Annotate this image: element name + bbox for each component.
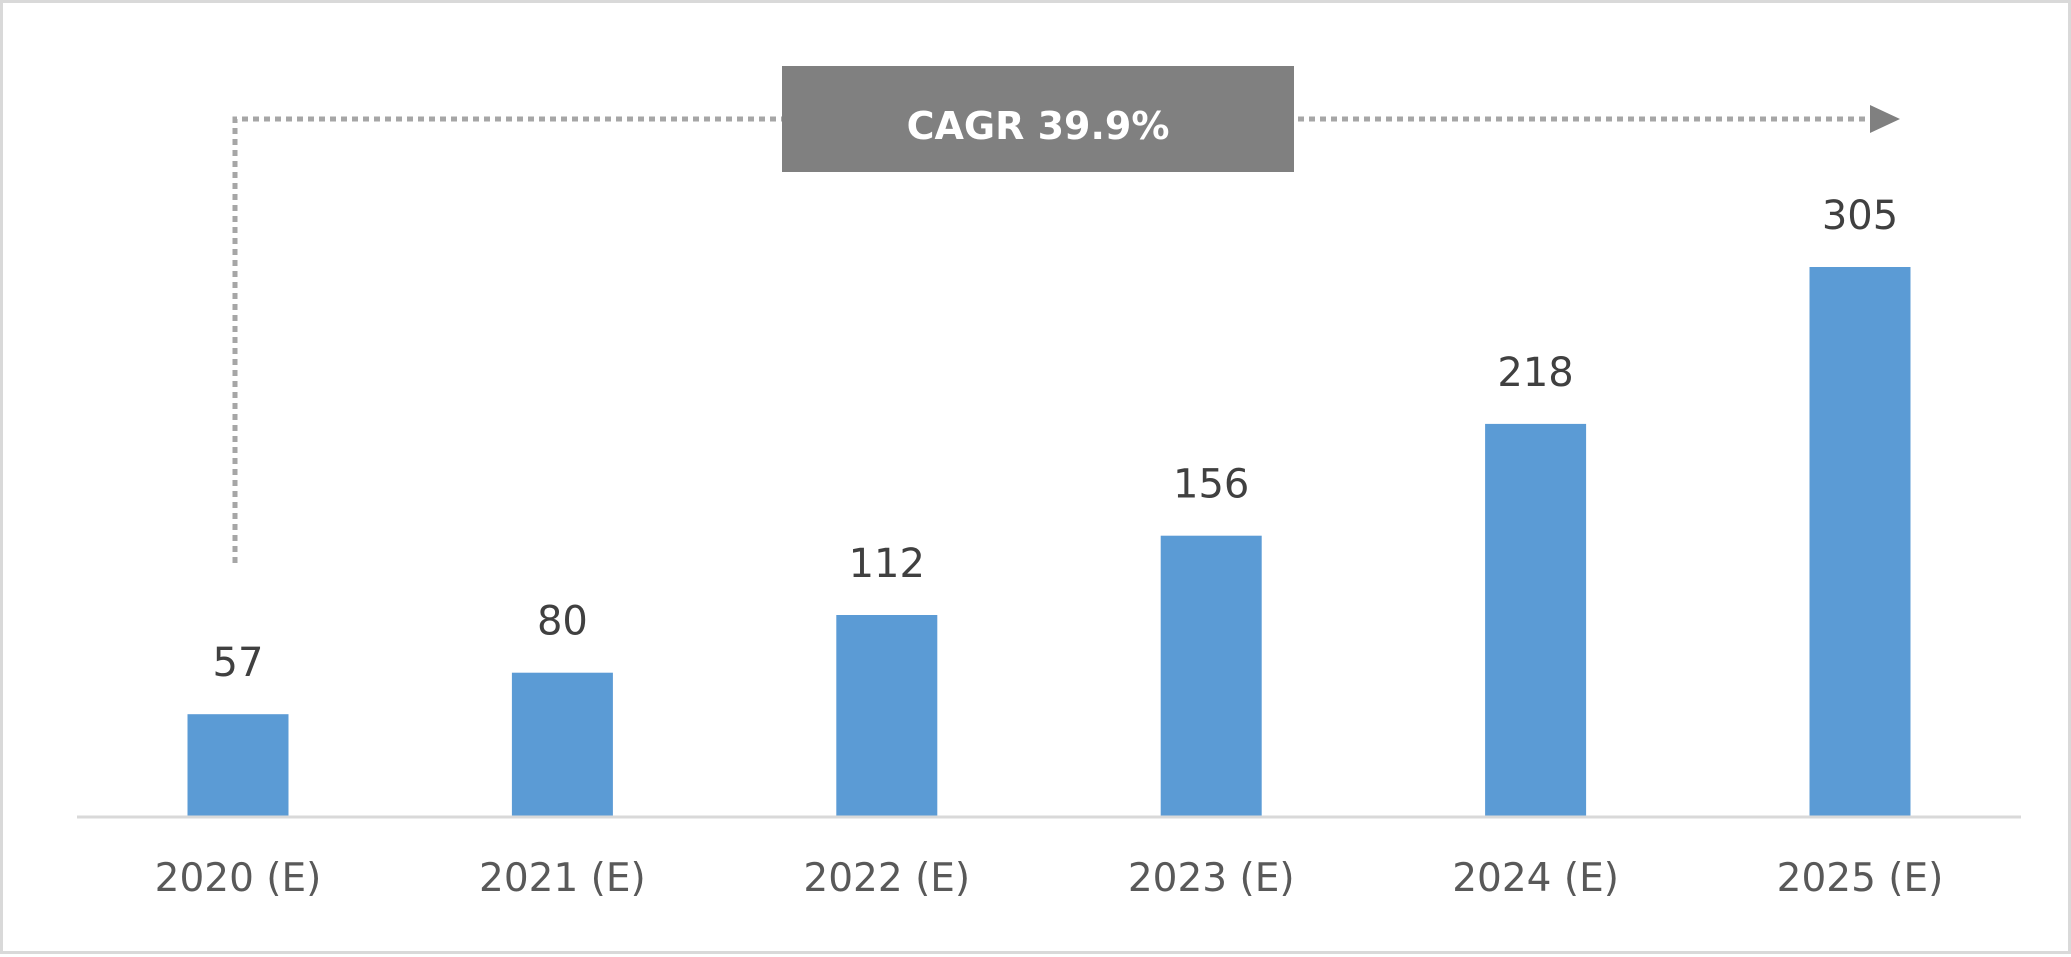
x-tick-label: 2024 (E) [1452,856,1619,901]
bars-group: 57 80 112 156 218 305 [187,193,1911,817]
data-label: 305 [1822,193,1898,239]
cagr-arrow-head [1870,105,1900,133]
cagr-box [782,66,1294,172]
cagr-annotation: CAGR 39.9% [232,66,1900,563]
bar [511,672,613,817]
data-label: 156 [1173,462,1249,508]
data-label: 57 [213,640,264,686]
data-label: 218 [1497,350,1573,396]
bar [1485,423,1587,817]
x-axis-ticks: 2020 (E) 2021 (E) 2022 (E) 2023 (E) 2024 (E)… [155,856,1944,901]
x-tick-label: 2025 (E) [1777,856,1944,901]
bar [836,615,938,817]
x-tick-label: 2023 (E) [1128,856,1295,901]
x-tick-label: 2022 (E) [803,856,970,901]
data-label: 112 [849,541,925,587]
bar [1809,267,1911,817]
bar [1160,535,1262,817]
cagr-label: CAGR 39.9% [907,104,1170,148]
x-tick-label: 2020 (E) [155,856,322,901]
bar [187,714,289,817]
data-label: 80 [537,599,588,645]
cagr-arrow-line [232,116,1874,563]
x-tick-label: 2021 (E) [479,856,646,901]
bar-chart: CAGR 39.9% 57 80 112 156 218 305 2020 (E) 2021… [77,66,2021,901]
